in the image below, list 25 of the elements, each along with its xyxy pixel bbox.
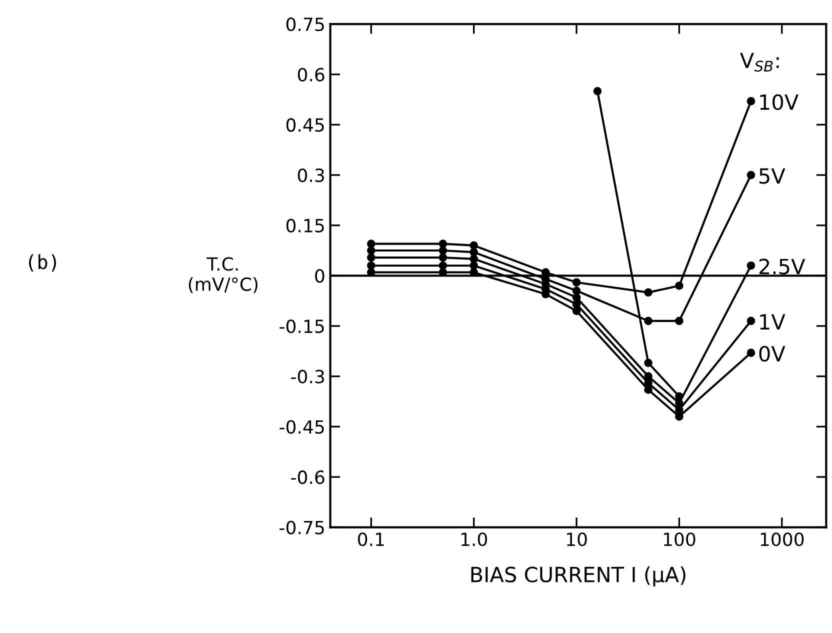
y-axis-title: T.C. (mV/°C)	[188, 257, 258, 294]
legend-label: 5V	[760, 168, 786, 184]
x-tick-label: 1.0	[461, 532, 488, 546]
legend-label: 1V	[760, 314, 786, 330]
series-label: 10V	[760, 94, 799, 110]
y-tick-label: -0.45	[280, 420, 324, 434]
series-label: 0V	[759, 346, 786, 362]
y-tick-label: 0.6	[298, 68, 324, 82]
y-tick-label: 0.15	[286, 218, 324, 232]
y-tick-label: 0.45	[286, 118, 324, 132]
x-tick-label: 100	[664, 532, 696, 546]
y-tick-label: 0.3	[298, 168, 324, 182]
legend-label: 2.5V	[759, 258, 806, 274]
x-tick-label: 0.1	[358, 532, 384, 546]
y-tick-label: -0.15	[280, 319, 324, 334]
y-tick-label: 0	[315, 269, 324, 283]
x-tick-label: 10	[567, 532, 587, 546]
legend-title: V$_{SB}$:	[740, 52, 779, 72]
x-axis-title: BIAS CURRENT I (μA)	[471, 566, 686, 586]
y-tick-label: -0.3	[291, 370, 324, 384]
y-tick-label: -0.75	[280, 520, 324, 534]
x-tick-label: 1000	[760, 532, 804, 546]
y-tick-label: -0.6	[291, 470, 324, 484]
text: (b)	[29, 254, 56, 272]
y-tick-label: 0.75	[286, 18, 324, 32]
